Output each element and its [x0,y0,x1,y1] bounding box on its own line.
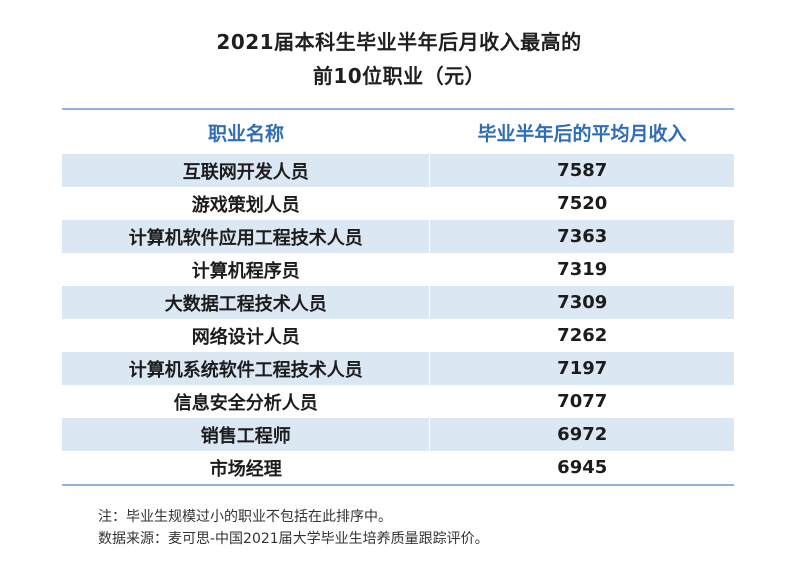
table-row: 销售工程师 6972 [62,418,734,451]
occupation-cell: 计算机软件应用工程技术人员 [62,220,431,253]
occupation-cell: 大数据工程技术人员 [62,286,431,319]
occupation-cell: 市场经理 [62,451,431,484]
income-cell: 7319 [557,259,608,280]
header-occupation: 职业名称 [207,122,284,145]
income-cell: 7077 [557,391,608,412]
footnote: 注：毕业生规模过小的职业不包括在此排序中。 [98,509,392,525]
occupation-cell: 互联网开发人员 [62,154,431,187]
occupation-cell: 信息安全分析人员 [62,385,431,418]
table-row: 计算机程序员 7319 [62,253,734,286]
data-source-note: 数据来源：麦可思-中国2021届大学毕业生培养质量跟踪评价。 [98,531,489,547]
page-title-line2: 前10位职业（元） [312,64,486,88]
income-cell: 7309 [557,292,608,313]
table-row: 信息安全分析人员 7077 [62,385,734,418]
occupation-cell: 计算机系统软件工程技术人员 [62,352,431,385]
income-cell: 6972 [557,424,608,445]
income-table: 职业名称 毕业半年后的平均月收入 互联网开发人员 7587 游戏策划人员 752… [62,108,734,486]
occupation-cell: 网络设计人员 [62,319,431,352]
table-row: 大数据工程技术人员 7309 [62,286,734,319]
occupation-cell: 销售工程师 [62,418,431,451]
income-cell: 7197 [557,358,608,379]
table-row: 市场经理 6945 [62,451,734,484]
table-row: 网络设计人员 7262 [62,319,734,352]
income-cell: 7520 [557,193,608,214]
page-title-line1: 2021届本科生毕业半年后月收入最高的 [216,30,582,54]
income-cell: 6945 [557,457,608,478]
occupation-cell: 游戏策划人员 [62,187,431,220]
table-row: 计算机系统软件工程技术人员 7197 [62,352,734,385]
income-cell: 7262 [557,325,608,346]
header-income: 毕业半年后的平均月收入 [477,122,687,145]
table-row: 游戏策划人员 7520 [62,187,734,220]
occupation-cell: 计算机程序员 [62,253,431,286]
table-row: 互联网开发人员 7587 [62,154,734,187]
table-header: 职业名称 毕业半年后的平均月收入 [62,110,734,154]
income-cell: 7363 [557,226,608,247]
table-row: 计算机软件应用工程技术人员 7363 [62,220,734,253]
income-cell: 7587 [557,160,608,181]
